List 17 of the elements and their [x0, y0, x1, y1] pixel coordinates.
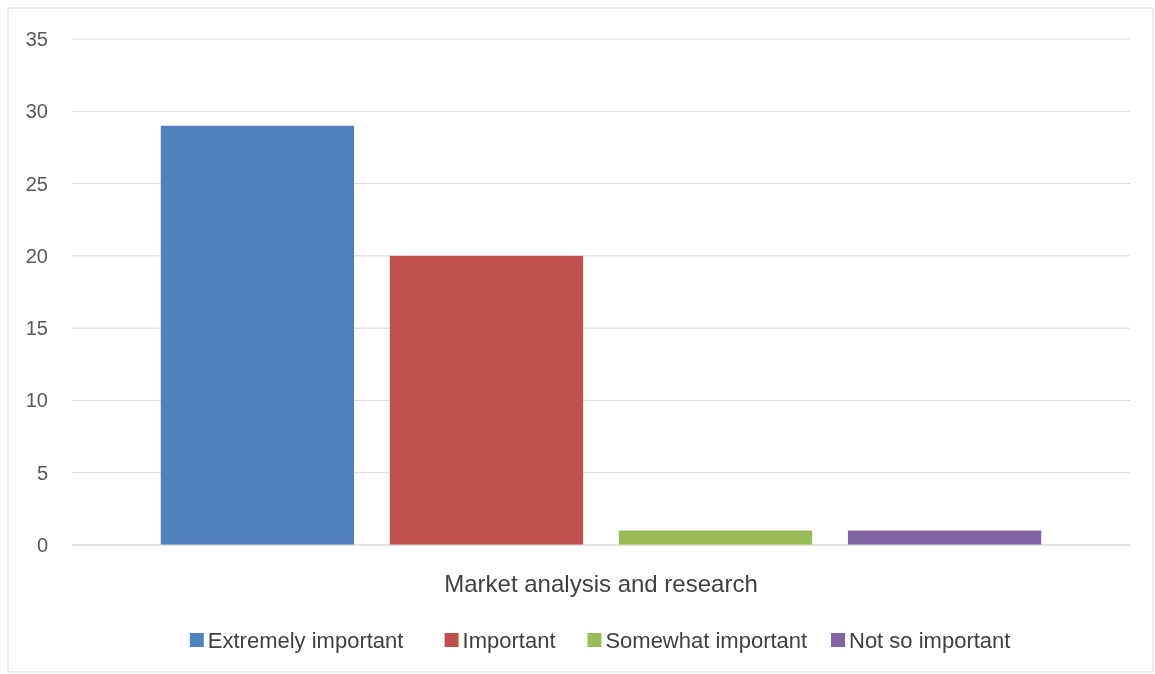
- y-tick-label: 30: [25, 100, 48, 123]
- y-tick-label: 5: [36, 461, 48, 484]
- legend-label: Important: [462, 627, 556, 653]
- x-tick-label: Market analysis and research: [444, 569, 758, 597]
- y-tick-label: 20: [25, 244, 48, 267]
- y-tick-label: 35: [25, 28, 48, 50]
- legend-label: Somewhat important: [605, 627, 808, 653]
- y-tick-label: 15: [25, 317, 48, 340]
- bar: [847, 530, 1042, 545]
- y-tick-label: 0: [36, 534, 48, 556]
- legend-label: Extremely important: [207, 627, 404, 653]
- bar: [618, 530, 813, 545]
- bar: [160, 125, 355, 545]
- y-tick-label: 25: [25, 172, 48, 195]
- legend-label: Not so important: [849, 627, 1011, 653]
- y-tick-label: 10: [25, 389, 48, 412]
- bar: [389, 255, 584, 545]
